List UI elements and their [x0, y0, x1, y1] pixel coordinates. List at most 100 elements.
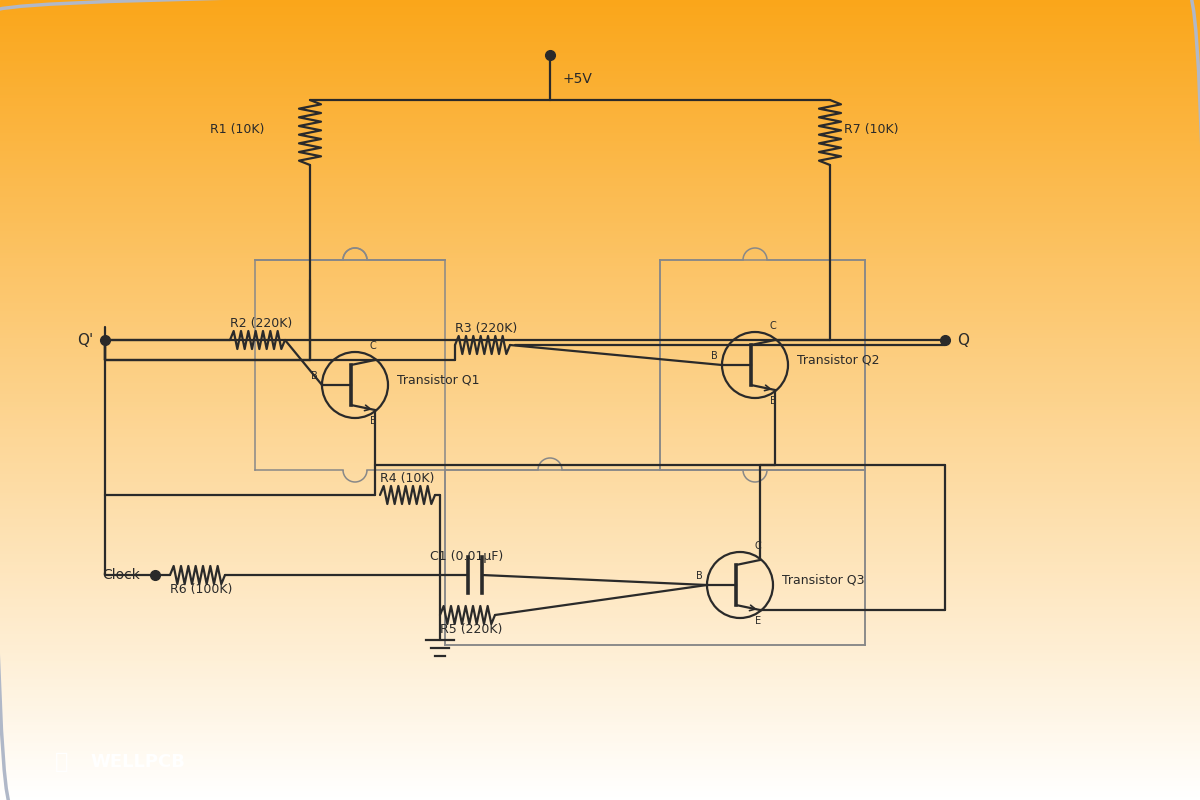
Bar	[0, 752, 1200, 754]
Bar	[0, 480, 1200, 482]
Bar	[0, 136, 1200, 138]
Bar	[0, 106, 1200, 110]
Bar	[0, 128, 1200, 130]
Bar	[0, 658, 1200, 662]
Bar	[0, 674, 1200, 678]
Bar	[0, 14, 1200, 16]
Bar	[0, 192, 1200, 194]
Bar	[0, 666, 1200, 670]
Bar	[0, 582, 1200, 584]
Bar	[0, 598, 1200, 600]
Bar	[0, 198, 1200, 200]
Bar	[0, 270, 1200, 272]
Bar	[0, 318, 1200, 320]
Bar	[0, 330, 1200, 334]
Text: Q: Q	[958, 333, 970, 347]
Bar	[0, 494, 1200, 496]
Bar	[0, 384, 1200, 386]
Bar	[0, 334, 1200, 336]
Bar	[0, 458, 1200, 462]
Bar	[0, 290, 1200, 294]
Bar	[0, 310, 1200, 312]
Bar	[0, 774, 1200, 776]
Bar	[0, 650, 1200, 654]
Text: +5V: +5V	[562, 72, 592, 86]
Bar	[0, 258, 1200, 262]
Bar	[0, 456, 1200, 458]
Bar	[0, 286, 1200, 288]
Bar	[0, 142, 1200, 144]
Bar	[0, 710, 1200, 712]
Bar	[0, 32, 1200, 34]
Bar	[0, 750, 1200, 752]
Bar	[0, 670, 1200, 672]
Bar	[0, 374, 1200, 376]
Bar	[0, 720, 1200, 722]
Bar	[0, 462, 1200, 464]
Text: B: B	[696, 571, 703, 581]
Bar	[0, 178, 1200, 182]
Text: Q': Q'	[77, 333, 94, 347]
Bar	[0, 760, 1200, 762]
Bar	[0, 502, 1200, 504]
Bar	[0, 726, 1200, 728]
Bar	[0, 250, 1200, 254]
Bar	[0, 552, 1200, 554]
Bar	[0, 434, 1200, 438]
Bar	[0, 742, 1200, 744]
Text: C: C	[370, 341, 377, 351]
Bar	[0, 398, 1200, 400]
Bar	[0, 784, 1200, 786]
Bar	[0, 272, 1200, 274]
Bar	[0, 152, 1200, 154]
Bar	[0, 402, 1200, 406]
Bar	[0, 442, 1200, 446]
Bar	[0, 344, 1200, 346]
Bar	[0, 80, 1200, 82]
Bar	[0, 122, 1200, 126]
Text: B: B	[311, 371, 318, 381]
Bar	[0, 642, 1200, 646]
Bar	[0, 706, 1200, 710]
Bar	[0, 368, 1200, 370]
Bar	[0, 504, 1200, 506]
Bar	[0, 574, 1200, 576]
Bar	[0, 560, 1200, 562]
Bar	[0, 794, 1200, 798]
Bar	[0, 130, 1200, 134]
Bar	[0, 544, 1200, 546]
Bar	[0, 414, 1200, 416]
Bar	[0, 530, 1200, 534]
Bar	[0, 792, 1200, 794]
Bar	[0, 734, 1200, 736]
Bar	[0, 18, 1200, 22]
Bar	[0, 342, 1200, 344]
Bar	[0, 762, 1200, 766]
Text: C: C	[769, 321, 776, 331]
Bar	[0, 786, 1200, 790]
Bar	[0, 224, 1200, 226]
Bar	[0, 346, 1200, 350]
Bar	[0, 622, 1200, 624]
Bar	[0, 88, 1200, 90]
Bar	[0, 482, 1200, 486]
Bar	[0, 382, 1200, 384]
Bar	[0, 174, 1200, 176]
Text: B: B	[712, 351, 718, 361]
Bar	[0, 104, 1200, 106]
Bar	[0, 758, 1200, 760]
Bar	[0, 790, 1200, 792]
Bar	[0, 0, 1200, 2]
Bar	[0, 366, 1200, 368]
Bar	[0, 322, 1200, 326]
Bar	[0, 216, 1200, 218]
Bar	[0, 608, 1200, 610]
Text: E: E	[770, 396, 776, 406]
Bar	[0, 168, 1200, 170]
Bar	[0, 718, 1200, 720]
Bar	[0, 586, 1200, 590]
Bar	[0, 94, 1200, 96]
Bar	[0, 798, 1200, 800]
Bar	[0, 754, 1200, 758]
Bar	[0, 362, 1200, 366]
